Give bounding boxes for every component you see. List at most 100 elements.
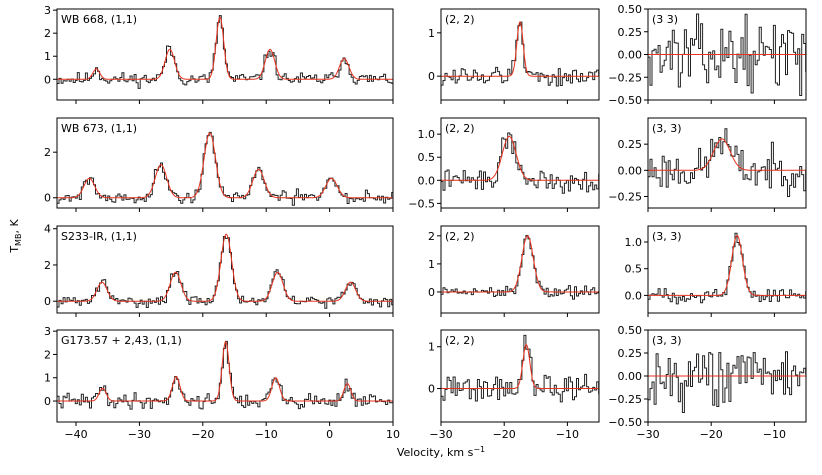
y-tick-label: 3	[44, 325, 51, 338]
observed-spectrum-line	[648, 128, 806, 197]
observed-spectrum-line	[441, 132, 599, 194]
panel-wb-668-1: 0 1 2 3 WB 668, (1,1)	[44, 4, 394, 104]
fit-line	[441, 136, 599, 181]
x-tick-label: −30	[128, 428, 151, 441]
y-tick-label: 0	[428, 70, 435, 83]
y-tick-label: 0.5	[625, 263, 643, 276]
panel-label: S233-IR, (1,1)	[61, 230, 137, 243]
y-tick-label: 0.00	[618, 370, 643, 383]
panel-frame	[56, 117, 394, 209]
panel-frame	[440, 329, 600, 423]
y-tick-label: 0.25	[618, 347, 643, 360]
observed-spectrum-line	[441, 235, 599, 300]
y-tick-label: 2	[44, 27, 51, 40]
y-tick-label: 0.5	[418, 151, 436, 164]
panel-label: (2, 2)	[445, 230, 475, 243]
x-tick-label: −40	[64, 428, 87, 441]
x-tick-label: −30	[636, 428, 659, 441]
panel-s233-ir-1: 0 2 4 S233-IR, (1,1)	[44, 223, 394, 317]
y-tick-label: 0	[428, 286, 435, 299]
fit-line	[441, 343, 599, 389]
x-tick-label: −20	[191, 428, 214, 441]
panel-frame	[440, 117, 600, 209]
x-tick-label: −10	[763, 428, 786, 441]
x-tick-label: −20	[700, 428, 723, 441]
y-tick-label: −0.25	[608, 393, 642, 406]
panel-frame	[56, 8, 394, 101]
y-tick-label: 2	[428, 230, 435, 243]
x-tick-label: −10	[556, 428, 579, 441]
y-tick-label: 0.00	[618, 164, 643, 177]
y-axis-title-main: T	[8, 246, 21, 254]
observed-spectrum-line	[648, 13, 806, 96]
y-tick-label: 1	[428, 341, 435, 354]
y-tick-label: 1	[44, 50, 51, 63]
fit-line	[57, 340, 393, 402]
y-tick-label: −0.25	[608, 190, 642, 203]
fit-line	[57, 233, 393, 302]
y-tick-label: 0.0	[418, 174, 436, 187]
panel-label: WB 673, (1,1)	[61, 122, 137, 135]
y-tick-label: 2	[44, 348, 51, 361]
panel-label: (2, 2)	[445, 13, 475, 26]
panel-label: (3, 3)	[652, 122, 682, 135]
panel-s233-ir-2: 0 1 2 (2, 2)	[428, 225, 600, 317]
panel-label: WB 668, (1,1)	[61, 13, 137, 26]
observed-spectrum-line	[57, 340, 393, 410]
y-tick-label: 0.00	[618, 49, 643, 62]
observed-spectrum-line	[57, 236, 393, 309]
panel-label: G173.57 + 2,43, (1,1)	[61, 334, 182, 347]
y-tick-label: 1.0	[418, 128, 436, 141]
y-tick-label: 4	[44, 223, 51, 236]
x-axis-title-superscript: −1	[473, 445, 485, 454]
y-tick-label: 0	[428, 383, 435, 396]
x-axis-title: Velocity, km s−1	[397, 445, 485, 459]
y-axis-title-unit: , K	[8, 219, 21, 234]
observed-spectrum-line	[648, 351, 806, 413]
fit-line	[648, 138, 806, 171]
x-tick-label: −10	[255, 428, 278, 441]
panel-wb-673-3: −0.25 0.00 0.25 (3, 3)	[608, 117, 807, 212]
panel-g173-57-2-43-1: 0 1 2 3 −40 −30 −20 −10 0 10 G173.57 + 2,43, (1,1)	[44, 325, 400, 441]
panel-wb-673-1: 0 2 WB 673, (1,1)	[44, 117, 394, 212]
y-tick-label: 0.50	[618, 324, 643, 337]
x-axis-title-main: Velocity, km s	[397, 446, 474, 459]
panel-g173-57-2-43-3: −0.50 −0.25 0.00 0.25 0.50 −30 −20 −10 (3, 3)	[608, 324, 807, 441]
y-axis-title: TMB, K	[8, 219, 23, 254]
panel-label: (2, 2)	[445, 334, 475, 347]
y-tick-label: 0.25	[618, 26, 643, 39]
y-tick-label: −0.5	[408, 197, 435, 210]
y-tick-label: 1	[428, 258, 435, 271]
y-tick-label: −0.50	[608, 94, 642, 107]
panel-wb-673-2: −0.5 0.0 0.5 1.0 (2, 2)	[408, 117, 600, 212]
panel-s233-ir-3: 0.0 0.5 1.0 (3, 3)	[625, 225, 807, 317]
y-tick-label: 0.0	[625, 289, 643, 302]
y-tick-label: 1.0	[625, 236, 643, 249]
y-tick-label: −0.50	[608, 416, 642, 429]
y-tick-label: 3	[44, 4, 51, 17]
panel-g173-57-2-43-2: 0 1 −30 −20 −10 (2, 2)	[428, 329, 600, 441]
y-tick-label: 0	[44, 395, 51, 408]
y-tick-label: 0.25	[618, 138, 643, 151]
y-axis-title-subscript: MB	[14, 234, 23, 246]
observed-spectrum-line	[441, 21, 599, 87]
panel-frame	[440, 225, 600, 314]
observed-spectrum-line	[648, 232, 806, 305]
fit-line	[57, 16, 393, 80]
y-tick-label: 2	[44, 259, 51, 272]
y-tick-label: 0	[44, 73, 51, 86]
panel-frame	[647, 117, 807, 209]
y-tick-label: 0.50	[618, 3, 643, 16]
panel-wb-668-2: 0 1 (2, 2)	[428, 8, 600, 104]
panel-frame	[647, 225, 807, 314]
x-tick-label: 0	[326, 428, 333, 441]
fit-line	[441, 235, 599, 293]
fit-line	[648, 235, 806, 296]
x-tick-label: −20	[493, 428, 516, 441]
panel-label: (2, 2)	[445, 122, 475, 135]
fit-line	[57, 132, 393, 199]
x-tick-label: −30	[429, 428, 452, 441]
x-tick-label: 10	[386, 428, 400, 441]
